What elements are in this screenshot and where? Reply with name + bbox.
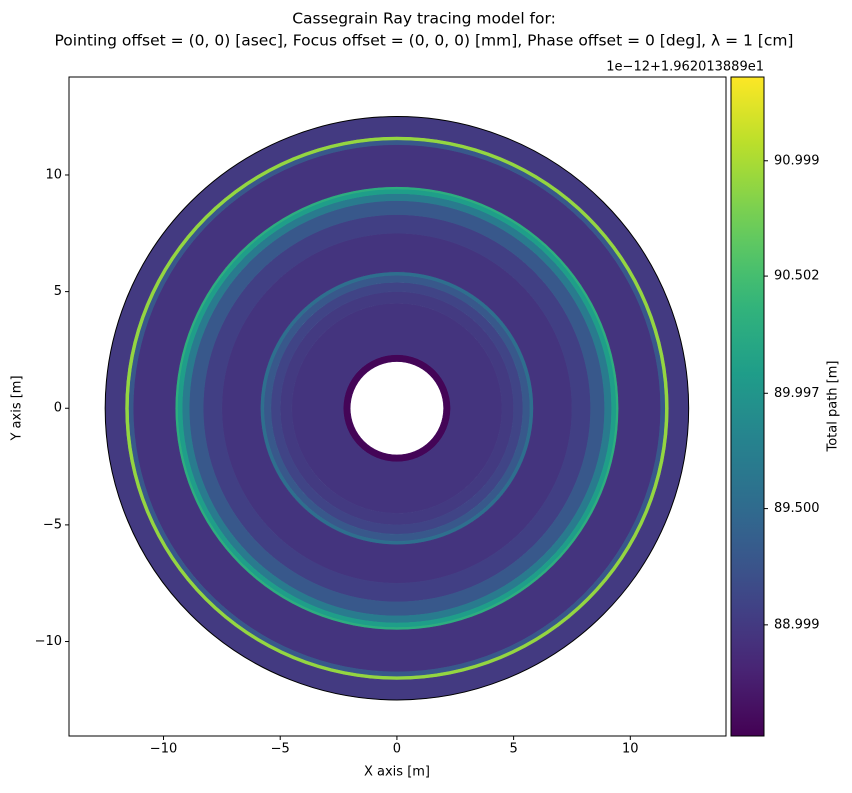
colorbar-tick-label: 90.999 bbox=[774, 153, 820, 168]
annulus bbox=[342, 354, 451, 463]
x-tick-label: 10 bbox=[622, 742, 639, 757]
y-tick-label: 10 bbox=[45, 167, 62, 182]
annulus bbox=[291, 302, 503, 514]
x-tick-label: −10 bbox=[150, 742, 177, 757]
y-tick-label: −10 bbox=[35, 634, 62, 649]
colorbar-tick-label: 88.999 bbox=[774, 617, 820, 632]
x-tick-label: 5 bbox=[509, 742, 517, 757]
colorbar-offset: 1e−12+1.962013889e1 bbox=[606, 60, 764, 75]
y-tick-label: 5 bbox=[54, 284, 62, 299]
colorbar-tick-label: 89.997 bbox=[774, 386, 820, 401]
colorbar-tick-label: 89.500 bbox=[774, 501, 820, 516]
y-axis-label: Y axis [m] bbox=[10, 375, 25, 441]
colorbar-tick-label: 90.502 bbox=[774, 269, 820, 284]
x-tick-label: −5 bbox=[271, 742, 290, 757]
x-axis-label: X axis [m] bbox=[364, 765, 430, 780]
colorbar-label: Total path [m] bbox=[826, 361, 841, 453]
colorbar bbox=[730, 76, 765, 737]
axes-frame bbox=[68, 76, 727, 737]
x-tick-label: 0 bbox=[393, 742, 401, 757]
y-tick-label: −5 bbox=[43, 517, 62, 532]
y-tick-label: 0 bbox=[54, 401, 62, 416]
outline-circle bbox=[104, 115, 690, 701]
chart-title: Cassegrain Ray tracing model for: bbox=[292, 10, 556, 28]
chart-subtitle: Pointing offset = (0, 0) [asec], Focus o… bbox=[55, 32, 794, 50]
